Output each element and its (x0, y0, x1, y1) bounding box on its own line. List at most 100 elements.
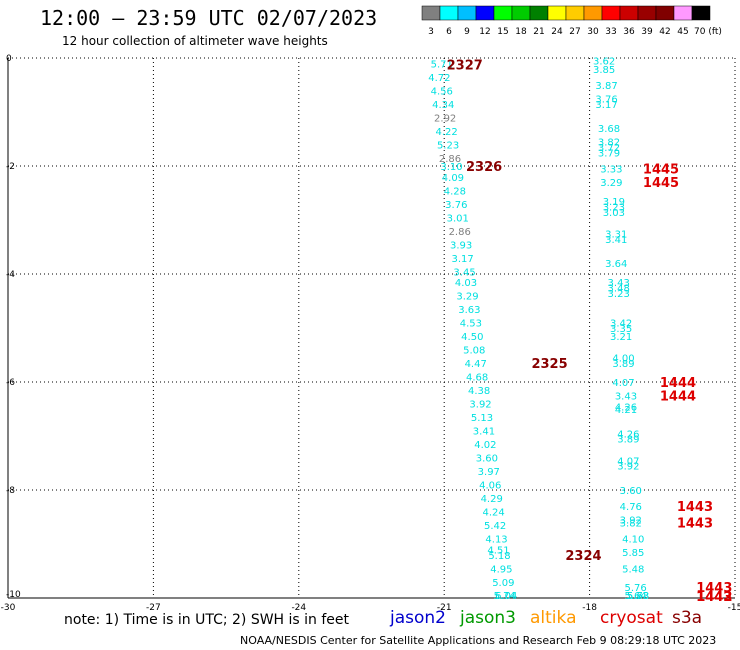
data-point-label: 4.28 (444, 186, 466, 197)
data-point-label: 4.29 (481, 494, 503, 505)
legend-jason3: jason3 (460, 608, 516, 628)
data-point-label: 3.31 (605, 230, 627, 241)
colorbar-label: 27 (569, 27, 580, 37)
data-point-label: 3.93 (450, 240, 472, 251)
data-point-label: 4.51 (487, 545, 509, 556)
data-point-label: 4.56 (431, 86, 453, 97)
colorbar-label: 70 (ft) (694, 27, 722, 37)
data-point-label: 5.73 (627, 591, 649, 602)
time-annotation: 1445 (643, 176, 679, 191)
data-point-label: 4.06 (479, 481, 501, 492)
legend-jason2: jason2 (390, 608, 446, 628)
data-point-label: 3.97 (478, 467, 500, 478)
time-annotation: 1445 (643, 163, 679, 178)
data-point-label: 4.50 (461, 332, 483, 343)
colorbar-label: 18 (515, 27, 527, 37)
data-point-label: 3.82 (598, 138, 620, 149)
data-point-label: 3.89 (612, 359, 634, 370)
colorbar-label: 36 (623, 27, 635, 37)
time-annotation: 2327 (447, 58, 483, 73)
data-point-label: 3.19 (603, 197, 625, 208)
data-point-label: 3.62 (593, 57, 615, 68)
data-point-label: 3.92 (469, 400, 491, 411)
time-annotation: 1443 (677, 516, 713, 531)
data-point-label: 4.68 (466, 373, 488, 384)
colorbar-label: 6 (446, 27, 452, 37)
time-annotation: 2325 (531, 357, 567, 372)
data-point-label: 3.92 (617, 462, 639, 473)
data-point-label: 5.23 (437, 140, 459, 151)
data-point-label: 4.07 (617, 456, 639, 467)
data-point-label: 2.92 (434, 113, 456, 124)
y-tick-label: -6 (6, 378, 15, 388)
data-point-label: 3.35 (610, 324, 632, 335)
time-annotation: 1442 (696, 590, 732, 605)
data-point-label: 2.86 (439, 154, 461, 165)
data-point-label: 3.33 (600, 165, 622, 176)
data-point-label: 5.85 (622, 548, 644, 559)
y-tick-label: -2 (6, 162, 15, 172)
data-point-label: 4.95 (490, 564, 512, 575)
data-point-label: 3.68 (598, 124, 620, 135)
colorbar-label: 42 (659, 27, 670, 37)
colorbar-label: 9 (464, 27, 470, 37)
time-annotation: 2324 (565, 549, 601, 564)
data-point-label: 3.41 (473, 427, 495, 438)
data-point-label: 5.13 (471, 413, 493, 424)
data-point-label: 4.00 (612, 354, 634, 365)
data-point-label: 3.85 (593, 65, 615, 76)
data-point-label: 4.72 (428, 73, 450, 84)
legend-altika: altika (530, 608, 577, 628)
data-point-label: 5.63 (627, 591, 649, 602)
data-point-label: 5.42 (484, 521, 506, 532)
data-point-label: 3.29 (456, 292, 478, 303)
data-point-label: 3.63 (458, 305, 480, 316)
data-point-label: 4.13 (485, 535, 507, 546)
colorbar-label: 15 (497, 27, 508, 37)
data-point-label: 4.07 (612, 378, 634, 389)
data-point-label: 4.02 (474, 440, 496, 451)
x-tick-label: -18 (582, 603, 597, 613)
x-tick-label: -24 (291, 603, 306, 613)
data-point-label: 4.10 (622, 535, 644, 546)
x-tick-label: -15 (728, 603, 740, 613)
data-point-label: 3.76 (595, 95, 617, 106)
wave-height-plot: -30 -27 -24 -21 -18 -15 0 -2 -4 -6 -8 -10 5.71 4.72 4.… (1, 54, 740, 613)
data-point-label: 3.72 (598, 143, 620, 154)
data-point-label: 3.76 (445, 200, 467, 211)
data-point-label: 3.23 (603, 203, 625, 214)
data-point-label: 4.24 (483, 508, 505, 519)
colorbar-label: 12 (479, 27, 490, 37)
time-annotation: 1443 (696, 590, 732, 605)
data-point-label: 5.09 (492, 578, 514, 589)
data-point-label: 5.71 (431, 59, 453, 70)
data-point-label: 3.82 (620, 518, 642, 529)
data-point-label: 3.41 (605, 235, 627, 246)
footer-note: note: 1) Time is in UTC; 2) SWH is in fe… (64, 612, 350, 628)
footer-credit: NOAA/NESDIS Center for Satellite Applica… (240, 634, 717, 647)
data-point-label: 3.89 (617, 435, 639, 446)
data-point-label: 4.38 (468, 386, 490, 397)
data-point-label: 3.60 (620, 486, 642, 497)
y-tick-label: -10 (6, 590, 21, 600)
data-point-label: 5.48 (622, 564, 644, 575)
colorbar-label: 3 (428, 27, 434, 37)
y-tick-label: -4 (6, 270, 15, 280)
time-annotation: 1444 (660, 390, 696, 405)
data-point-label: 5.64 (625, 591, 647, 602)
data-point-label: 3.43 (608, 278, 630, 289)
data-point-label: 3.92 (620, 516, 642, 527)
data-point-label: 4.22 (435, 127, 457, 138)
data-point-label: 3.03 (603, 208, 625, 219)
data-point-label: 4.26 (615, 402, 637, 413)
data-point-label: 3.10 (440, 162, 462, 173)
data-point-label: 3.29 (600, 178, 622, 189)
data-point-label: 5.08 (463, 346, 485, 357)
data-point-label: 3.17 (451, 254, 473, 265)
data-point-label: 4.26 (617, 429, 639, 440)
colorbar-label: 39 (641, 27, 653, 37)
time-annotation: 1444 (660, 376, 696, 391)
data-point-label: 4.09 (442, 173, 464, 184)
data-point-label: 3.45 (453, 267, 475, 278)
